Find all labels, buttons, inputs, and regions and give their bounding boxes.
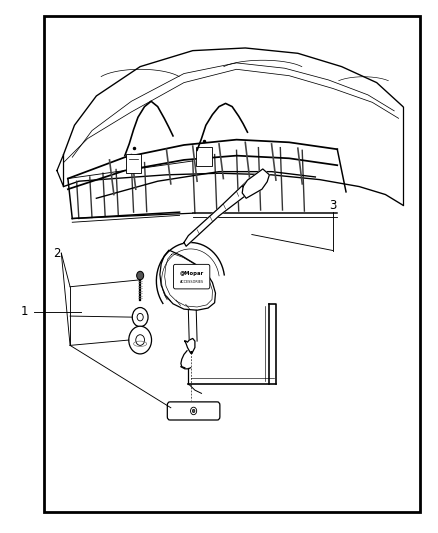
- Text: 3: 3: [329, 199, 336, 212]
- Text: @Mopar: @Mopar: [180, 271, 204, 276]
- Polygon shape: [185, 338, 195, 353]
- FancyBboxPatch shape: [167, 402, 220, 420]
- Bar: [44, 16, 420, 512]
- Circle shape: [137, 313, 143, 321]
- Bar: [196, 147, 212, 166]
- FancyBboxPatch shape: [173, 264, 210, 289]
- Circle shape: [137, 271, 144, 280]
- Text: ACCESSORIES: ACCESSORIES: [180, 280, 204, 284]
- Circle shape: [136, 335, 145, 345]
- Circle shape: [132, 308, 148, 327]
- Text: 2: 2: [53, 247, 61, 260]
- Circle shape: [129, 326, 152, 354]
- Bar: [126, 154, 141, 173]
- Polygon shape: [184, 179, 256, 246]
- Circle shape: [191, 407, 197, 415]
- Text: 1: 1: [20, 305, 28, 318]
- Circle shape: [192, 409, 195, 413]
- Polygon shape: [160, 251, 215, 310]
- Polygon shape: [242, 169, 269, 198]
